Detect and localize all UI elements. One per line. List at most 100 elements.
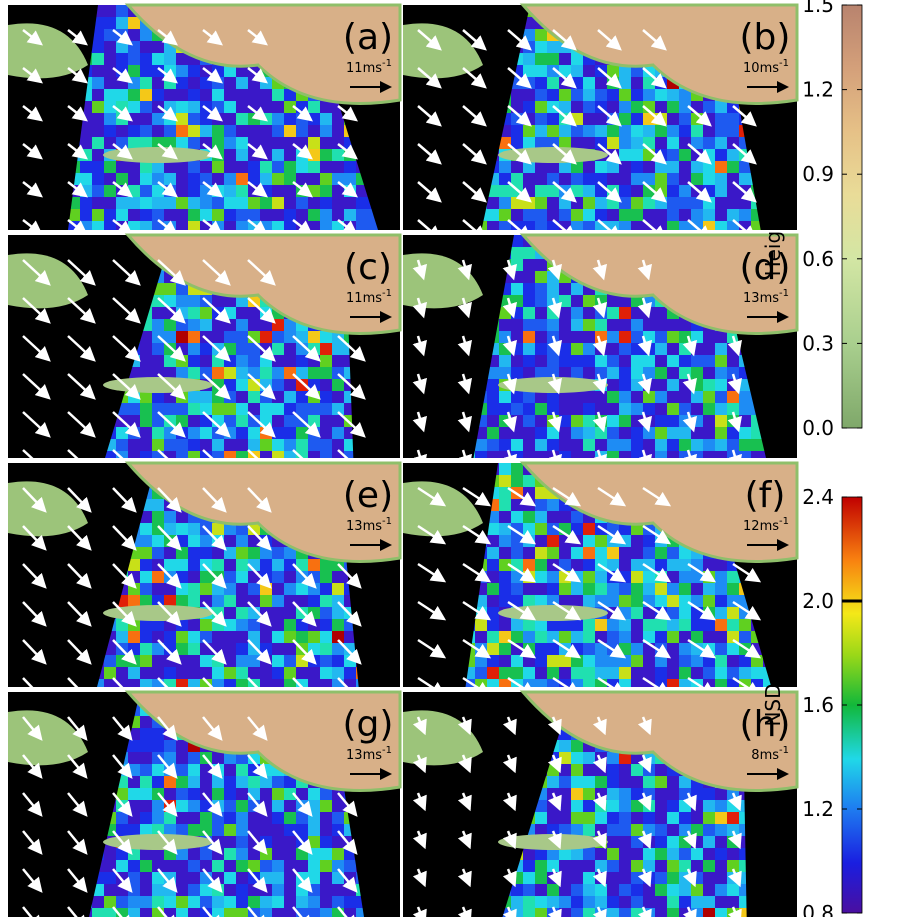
nsd-cell xyxy=(667,209,679,221)
nsd-cell xyxy=(248,667,260,679)
nsd-cell xyxy=(631,439,643,451)
nsd-cell xyxy=(128,908,140,917)
nsd-cell xyxy=(715,343,727,355)
nsd-cell xyxy=(164,547,176,559)
nsd-cell xyxy=(523,53,535,65)
nsd-cell xyxy=(511,451,523,463)
nsd-cell xyxy=(224,908,236,917)
nsd-cell xyxy=(499,343,511,355)
nsd-cell xyxy=(583,319,595,331)
nsd-cell xyxy=(619,113,631,125)
nsd-cell xyxy=(308,149,320,161)
nsd-cell xyxy=(248,812,260,824)
nsd-cell xyxy=(523,259,535,271)
nsd-cell xyxy=(104,197,116,209)
nsd-cell xyxy=(583,679,595,691)
nsd-cell xyxy=(607,161,619,173)
nsd-cell xyxy=(571,439,583,451)
nsd-cell xyxy=(619,391,631,403)
nsd-cell xyxy=(511,259,523,271)
nsd-cell xyxy=(631,571,643,583)
nsd-cell xyxy=(92,221,104,233)
nsd-cell xyxy=(595,125,607,137)
nsd-cell xyxy=(487,403,499,415)
nsd-cell xyxy=(176,547,188,559)
wind-unit: ms xyxy=(760,61,780,76)
nsd-cell xyxy=(308,631,320,643)
nsd-cell xyxy=(679,221,691,233)
nsd-cell xyxy=(691,367,703,379)
nsd-cell xyxy=(164,860,176,872)
nsd-cell xyxy=(643,403,655,415)
nsd-cell xyxy=(308,209,320,221)
nsd-cell xyxy=(535,295,547,307)
nsd-cell xyxy=(703,101,715,113)
nsd-cell xyxy=(332,655,344,667)
nsd-cell xyxy=(523,403,535,415)
nsd-cell xyxy=(188,631,200,643)
nsd-cell xyxy=(176,53,188,65)
nsd-cell xyxy=(188,403,200,415)
nsd-cell xyxy=(595,583,607,595)
nsd-cell xyxy=(523,451,535,463)
nsd-cell xyxy=(260,137,272,149)
nsd-cell xyxy=(535,283,547,295)
nsd-cell xyxy=(140,173,152,185)
nsd-cell xyxy=(344,209,356,221)
nsd-cell xyxy=(320,161,332,173)
nsd-cell xyxy=(320,355,332,367)
nsd-cell xyxy=(727,125,739,137)
nsd-cell xyxy=(559,752,571,764)
nsd-cell xyxy=(308,607,320,619)
nsd-cell xyxy=(272,355,284,367)
nsd-cell xyxy=(487,427,499,439)
nsd-cell xyxy=(667,149,679,161)
nsd-cell xyxy=(583,367,595,379)
nsd-cell xyxy=(212,547,224,559)
panel-label: (f) xyxy=(745,475,786,516)
nsd-cell xyxy=(679,571,691,583)
nsd-cell xyxy=(104,5,116,17)
nsd-cell xyxy=(284,667,296,679)
nsd-cell xyxy=(80,137,92,149)
nsd-cell xyxy=(691,161,703,173)
nsd-cell xyxy=(607,439,619,451)
nsd-cell xyxy=(595,571,607,583)
nsd-cell xyxy=(631,403,643,415)
nsd-cell xyxy=(140,101,152,113)
nsd-cell xyxy=(559,307,571,319)
nsd-cell xyxy=(152,776,164,788)
nsd-cell xyxy=(679,655,691,667)
nsd-cell xyxy=(176,752,188,764)
nsd-cell xyxy=(296,209,308,221)
nsd-cell xyxy=(559,295,571,307)
nsd-cell xyxy=(104,137,116,149)
nsd-cell xyxy=(92,65,104,77)
nsd-cell xyxy=(739,209,751,221)
nsd-cell xyxy=(535,523,547,535)
nsd-cell xyxy=(583,523,595,535)
nsd-cell xyxy=(523,343,535,355)
nsd-cell xyxy=(212,595,224,607)
nsd-cell xyxy=(535,197,547,209)
nsd-cell xyxy=(284,125,296,137)
nsd-cell xyxy=(595,355,607,367)
nsd-cell xyxy=(643,667,655,679)
nsd-cell xyxy=(188,812,200,824)
nsd-cell xyxy=(188,908,200,917)
nsd-cell xyxy=(475,631,487,643)
nsd-cell xyxy=(236,535,248,547)
nsd-cell xyxy=(583,161,595,173)
nsd-cell xyxy=(547,571,559,583)
nsd-cell xyxy=(236,149,248,161)
nsd-cell xyxy=(212,643,224,655)
nsd-cell xyxy=(248,884,260,896)
nsd-cell xyxy=(212,197,224,209)
nsd-cell xyxy=(200,547,212,559)
nsd-cell xyxy=(619,679,631,691)
nsd-cell xyxy=(188,848,200,860)
nsd-cell xyxy=(284,355,296,367)
nsd-cell xyxy=(727,583,739,595)
nsd-cell xyxy=(523,487,535,499)
nsd-cell xyxy=(631,559,643,571)
